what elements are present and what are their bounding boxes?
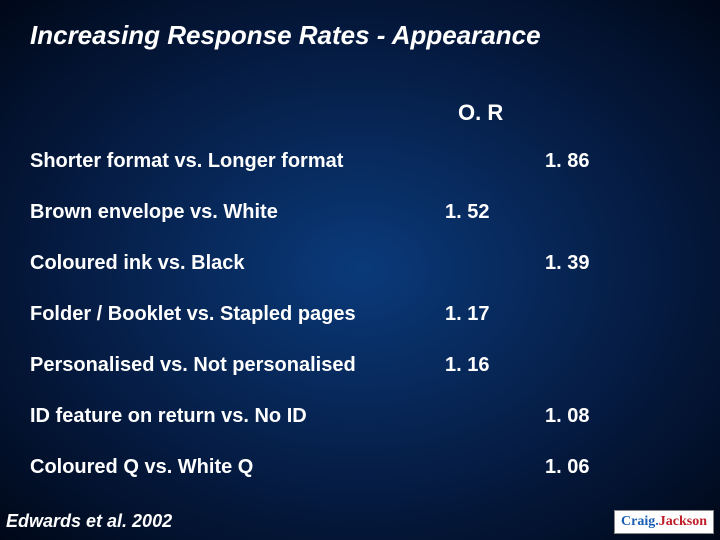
- row-value: 1. 17: [445, 303, 489, 326]
- logo-first: Craig.: [621, 514, 659, 529]
- citation: Edwards et al. 2002: [6, 511, 172, 532]
- row-value: 1. 52: [445, 201, 489, 224]
- row-label: Brown envelope vs. White: [30, 201, 278, 224]
- row-value: 1. 06: [545, 456, 589, 479]
- row-label: Coloured Q vs. White Q: [30, 456, 253, 479]
- row-label: Personalised vs. Not personalised: [30, 354, 356, 377]
- row-label: ID feature on return vs. No ID: [30, 405, 307, 428]
- column-header: O. R: [458, 100, 503, 126]
- row-label: Shorter format vs. Longer format: [30, 150, 343, 173]
- logo-second: Jackson: [659, 514, 707, 529]
- row-value: 1. 39: [545, 252, 589, 275]
- slide-title: Increasing Response Rates - Appearance: [30, 20, 541, 51]
- row-value: 1. 86: [545, 150, 589, 173]
- row-value: 1. 16: [445, 354, 489, 377]
- author-logo: Craig.Jackson: [614, 510, 714, 534]
- row-label: Folder / Booklet vs. Stapled pages: [30, 303, 356, 326]
- row-label: Coloured ink vs. Black: [30, 252, 245, 275]
- row-value: 1. 08: [545, 405, 589, 428]
